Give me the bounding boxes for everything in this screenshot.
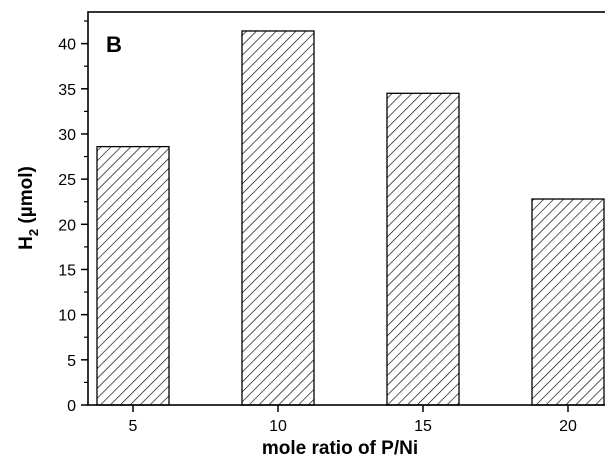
bars-group [96,30,605,406]
y-tick-label: 5 [67,353,76,370]
bar-20 [531,198,605,406]
y-axis: 0 5 10 15 20 25 30 35 40 [58,20,88,415]
y-axis-title-unit: (µmol) [16,166,37,229]
plot-frame [87,11,605,406]
y-tick-label: 0 [67,398,76,415]
y-tick-label: 15 [58,262,76,279]
x-axis-title: mole ratio of P/Ni [262,438,418,459]
x-axis: 5 10 15 20 [129,405,577,435]
y-tick-label: 30 [58,127,76,144]
y-axis-title-main: H [16,236,37,250]
y-tick-label: 40 [58,37,76,54]
x-tick-label: 20 [559,418,577,435]
panel-label: B [106,32,122,57]
y-axis-title-subscript: 2 [26,229,41,236]
y-tick-label: 25 [58,172,76,189]
y-axis-title: H2 (µmol) [16,166,41,250]
y-tick-label: 35 [58,82,76,99]
x-tick-label: 15 [414,418,432,435]
y-tick-label: 10 [58,308,76,325]
x-tick-label: 10 [269,418,287,435]
bar-10 [241,30,315,406]
bar-5 [96,145,170,406]
y-tick-label: 20 [58,217,76,234]
x-tick-label: 5 [129,418,138,435]
bar-15 [386,92,460,406]
